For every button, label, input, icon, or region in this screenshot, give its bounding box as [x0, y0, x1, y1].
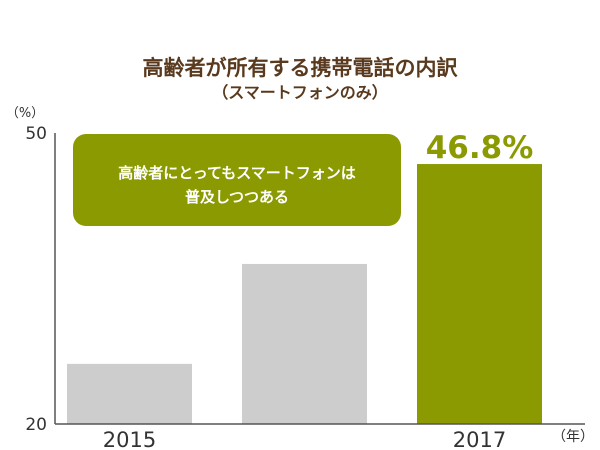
- bars-layer: [67, 164, 542, 425]
- bar-1: [242, 263, 367, 424]
- y-tick-label-0: 50: [25, 124, 47, 144]
- x-axis-unit: （年）: [552, 429, 594, 445]
- x-tick-label-2: 2017: [453, 428, 506, 450]
- bar-2: [417, 164, 542, 425]
- bar-0: [67, 363, 192, 424]
- data-labels: 46.8%: [426, 130, 534, 166]
- y-tick-label-1: 20: [25, 415, 47, 435]
- data-label-2: 46.8%: [426, 130, 534, 166]
- callout-line-1: 高齢者にとってもスマートフォンは: [118, 164, 356, 182]
- chart-subtitle: （スマートフォンのみ）: [212, 83, 388, 102]
- callout-box: 高齢者にとってもスマートフォンは 普及しつつある: [73, 134, 401, 226]
- callout-background: [73, 134, 401, 226]
- y-ticks: 50 20: [25, 124, 47, 435]
- x-tick-label-0: 2015: [103, 428, 156, 450]
- y-axis-unit: （%）: [6, 106, 44, 121]
- x-tick-labels: 2015 2017: [103, 428, 506, 450]
- callout-line-2: 普及しつつある: [185, 188, 289, 206]
- chart-title: 高齢者が所有する携帯電話の内訳: [143, 56, 459, 80]
